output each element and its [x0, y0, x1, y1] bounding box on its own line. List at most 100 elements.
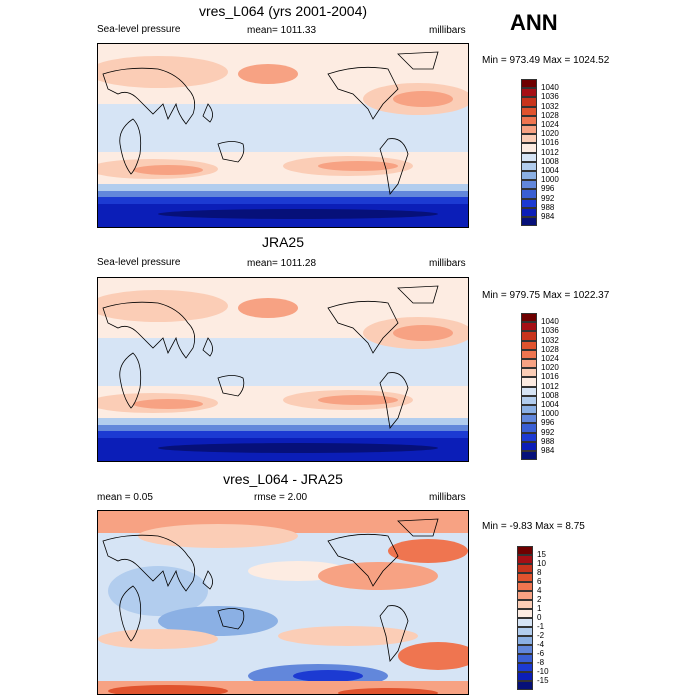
colorbar-swatch [521, 152, 537, 162]
colorbar-tick-label: 1004 [541, 400, 559, 409]
colorbar-tick-label: 1028 [541, 344, 559, 354]
colorbar-swatch [521, 198, 537, 208]
colorbar-tick-label: 8 [537, 568, 542, 577]
panel-3-title: vres_L064 - JRA25 [223, 471, 343, 487]
colorbar-swatch [521, 171, 537, 181]
colorbar-swatch [521, 143, 537, 153]
colorbar-swatch [521, 106, 537, 116]
colorbar-tick-label: 1004 [541, 166, 559, 175]
colorbar-swatch [517, 672, 533, 681]
colorbar-tick-label: 984 [541, 446, 555, 455]
colorbar-tick-label: 984 [541, 212, 555, 221]
colorbar-swatch [521, 414, 537, 424]
colorbar-swatch [521, 395, 537, 405]
colorbar-swatch [521, 115, 537, 125]
colorbar-swatch [521, 161, 537, 171]
panel-2-variable-label: Sea-level pressure [97, 257, 181, 268]
colorbar-tick-label: 1032 [541, 101, 559, 111]
panel-3-map [97, 510, 469, 695]
colorbar-tick-label: 1024 [541, 120, 559, 129]
colorbar-swatch [521, 405, 537, 415]
colorbar-tick-label: 1000 [541, 409, 559, 419]
colorbar-tick-label: 996 [541, 184, 555, 194]
panel-3-minmax: Min = -9.83 Max = 8.75 [482, 521, 585, 532]
colorbar-tick-label: 1016 [541, 138, 559, 148]
panel-1-title: vres_L064 (yrs 2001-2004) [198, 3, 368, 19]
colorbar-swatch [517, 627, 533, 636]
colorbar-tick-label: 1012 [541, 147, 559, 157]
colorbar-tick-label: 1036 [541, 326, 559, 336]
colorbar-swatch [521, 88, 537, 98]
colorbar-tick-label: 992 [541, 193, 555, 203]
colorbar-swatch [517, 609, 533, 618]
colorbar-swatch [521, 441, 537, 451]
colorbar-swatch [517, 636, 533, 645]
colorbar-swatch [521, 331, 537, 341]
colorbar-swatch [517, 681, 533, 690]
colorbar-swatch [521, 386, 537, 396]
panel-3-units-label: millibars [429, 492, 466, 503]
colorbar-tick-label: 1036 [541, 92, 559, 102]
colorbar-tick-label: 6 [537, 577, 542, 586]
panel-1-map [97, 43, 469, 228]
season-label: ANN [510, 10, 558, 35]
colorbar-swatch [521, 97, 537, 107]
panel-1-minmax: Min = 973.49 Max = 1024.52 [482, 55, 610, 66]
colorbar-tick-label: -6 [537, 649, 545, 658]
colorbar-tick-label: -15 [537, 676, 549, 685]
colorbar-tick-label: 996 [541, 418, 555, 428]
colorbar-tick-label: 1032 [541, 335, 559, 345]
colorbar-swatch [517, 564, 533, 573]
colorbar-swatch [521, 207, 537, 217]
colorbar-swatch [521, 432, 537, 442]
colorbar-tick-label: 2 [537, 595, 542, 604]
colorbar-tick-label: 1024 [541, 354, 559, 363]
colorbar-tick-label: 1016 [541, 372, 559, 382]
colorbar-tick-label: 1040 [541, 83, 559, 93]
panel-2-title: JRA25 [261, 234, 305, 250]
colorbar-tick-label: 10 [537, 559, 546, 568]
colorbar-swatch [517, 645, 533, 654]
panel-2-colorbar: 1040 1036 1032 1028 1024 1020 1016 1012 1008 1004… [521, 313, 581, 463]
panel-1-mean-label: mean= 1011.33 [247, 25, 317, 36]
panel-2-mean-label: mean= 1011.28 [247, 258, 317, 269]
colorbar-tick-label: -8 [537, 658, 545, 667]
colorbar-swatch [521, 313, 537, 323]
panel-2-map [97, 277, 469, 462]
colorbar-tick-label: 0 [537, 613, 542, 622]
colorbar-swatch [517, 600, 533, 609]
colorbar-swatch [517, 582, 533, 591]
colorbar-tick-label: 1020 [541, 129, 559, 139]
colorbar-tick-label: 1000 [541, 175, 559, 185]
colorbar-tick-label: 1008 [541, 156, 559, 166]
colorbar-swatch [517, 555, 533, 564]
colorbar-tick-label: 1020 [541, 363, 559, 373]
colorbar-swatch [521, 189, 537, 199]
panel-3-colorbar: 15 10 8 6 4 2 1 0 -1 -2 -4 -6 -8 -10 -15 [517, 546, 577, 691]
colorbar-tick-label: -10 [537, 667, 549, 676]
colorbar-swatch [521, 377, 537, 387]
colorbar-tick-label: 1028 [541, 110, 559, 120]
panel-3-mean-label: mean = 0.05 [97, 492, 153, 503]
panel-2-units-label: millibars [429, 258, 466, 269]
colorbar-swatch [521, 340, 537, 350]
colorbar-swatch [521, 134, 537, 144]
colorbar-tick-label: 988 [541, 202, 555, 212]
colorbar-swatch [521, 79, 537, 89]
colorbar-swatch [517, 546, 533, 555]
colorbar-tick-label: -1 [537, 622, 545, 631]
panel-1-colorbar: 1040 1036 1032 1028 1024 1020 1016 1012 1008 1004… [521, 79, 581, 229]
colorbar-tick-label: -2 [537, 631, 545, 640]
colorbar-swatch [521, 368, 537, 378]
colorbar-tick-label: 1040 [541, 317, 559, 327]
colorbar-tick-label: 988 [541, 436, 555, 446]
colorbar-swatch [521, 423, 537, 433]
colorbar-swatch [517, 654, 533, 663]
colorbar-swatch [517, 618, 533, 627]
colorbar-swatch [521, 359, 537, 369]
colorbar-swatch [517, 591, 533, 600]
colorbar-tick-label: 992 [541, 427, 555, 437]
panel-1-variable-label: Sea-level pressure [97, 24, 181, 35]
colorbar-tick-label: 1008 [541, 390, 559, 400]
colorbar-tick-label: -4 [537, 640, 545, 649]
